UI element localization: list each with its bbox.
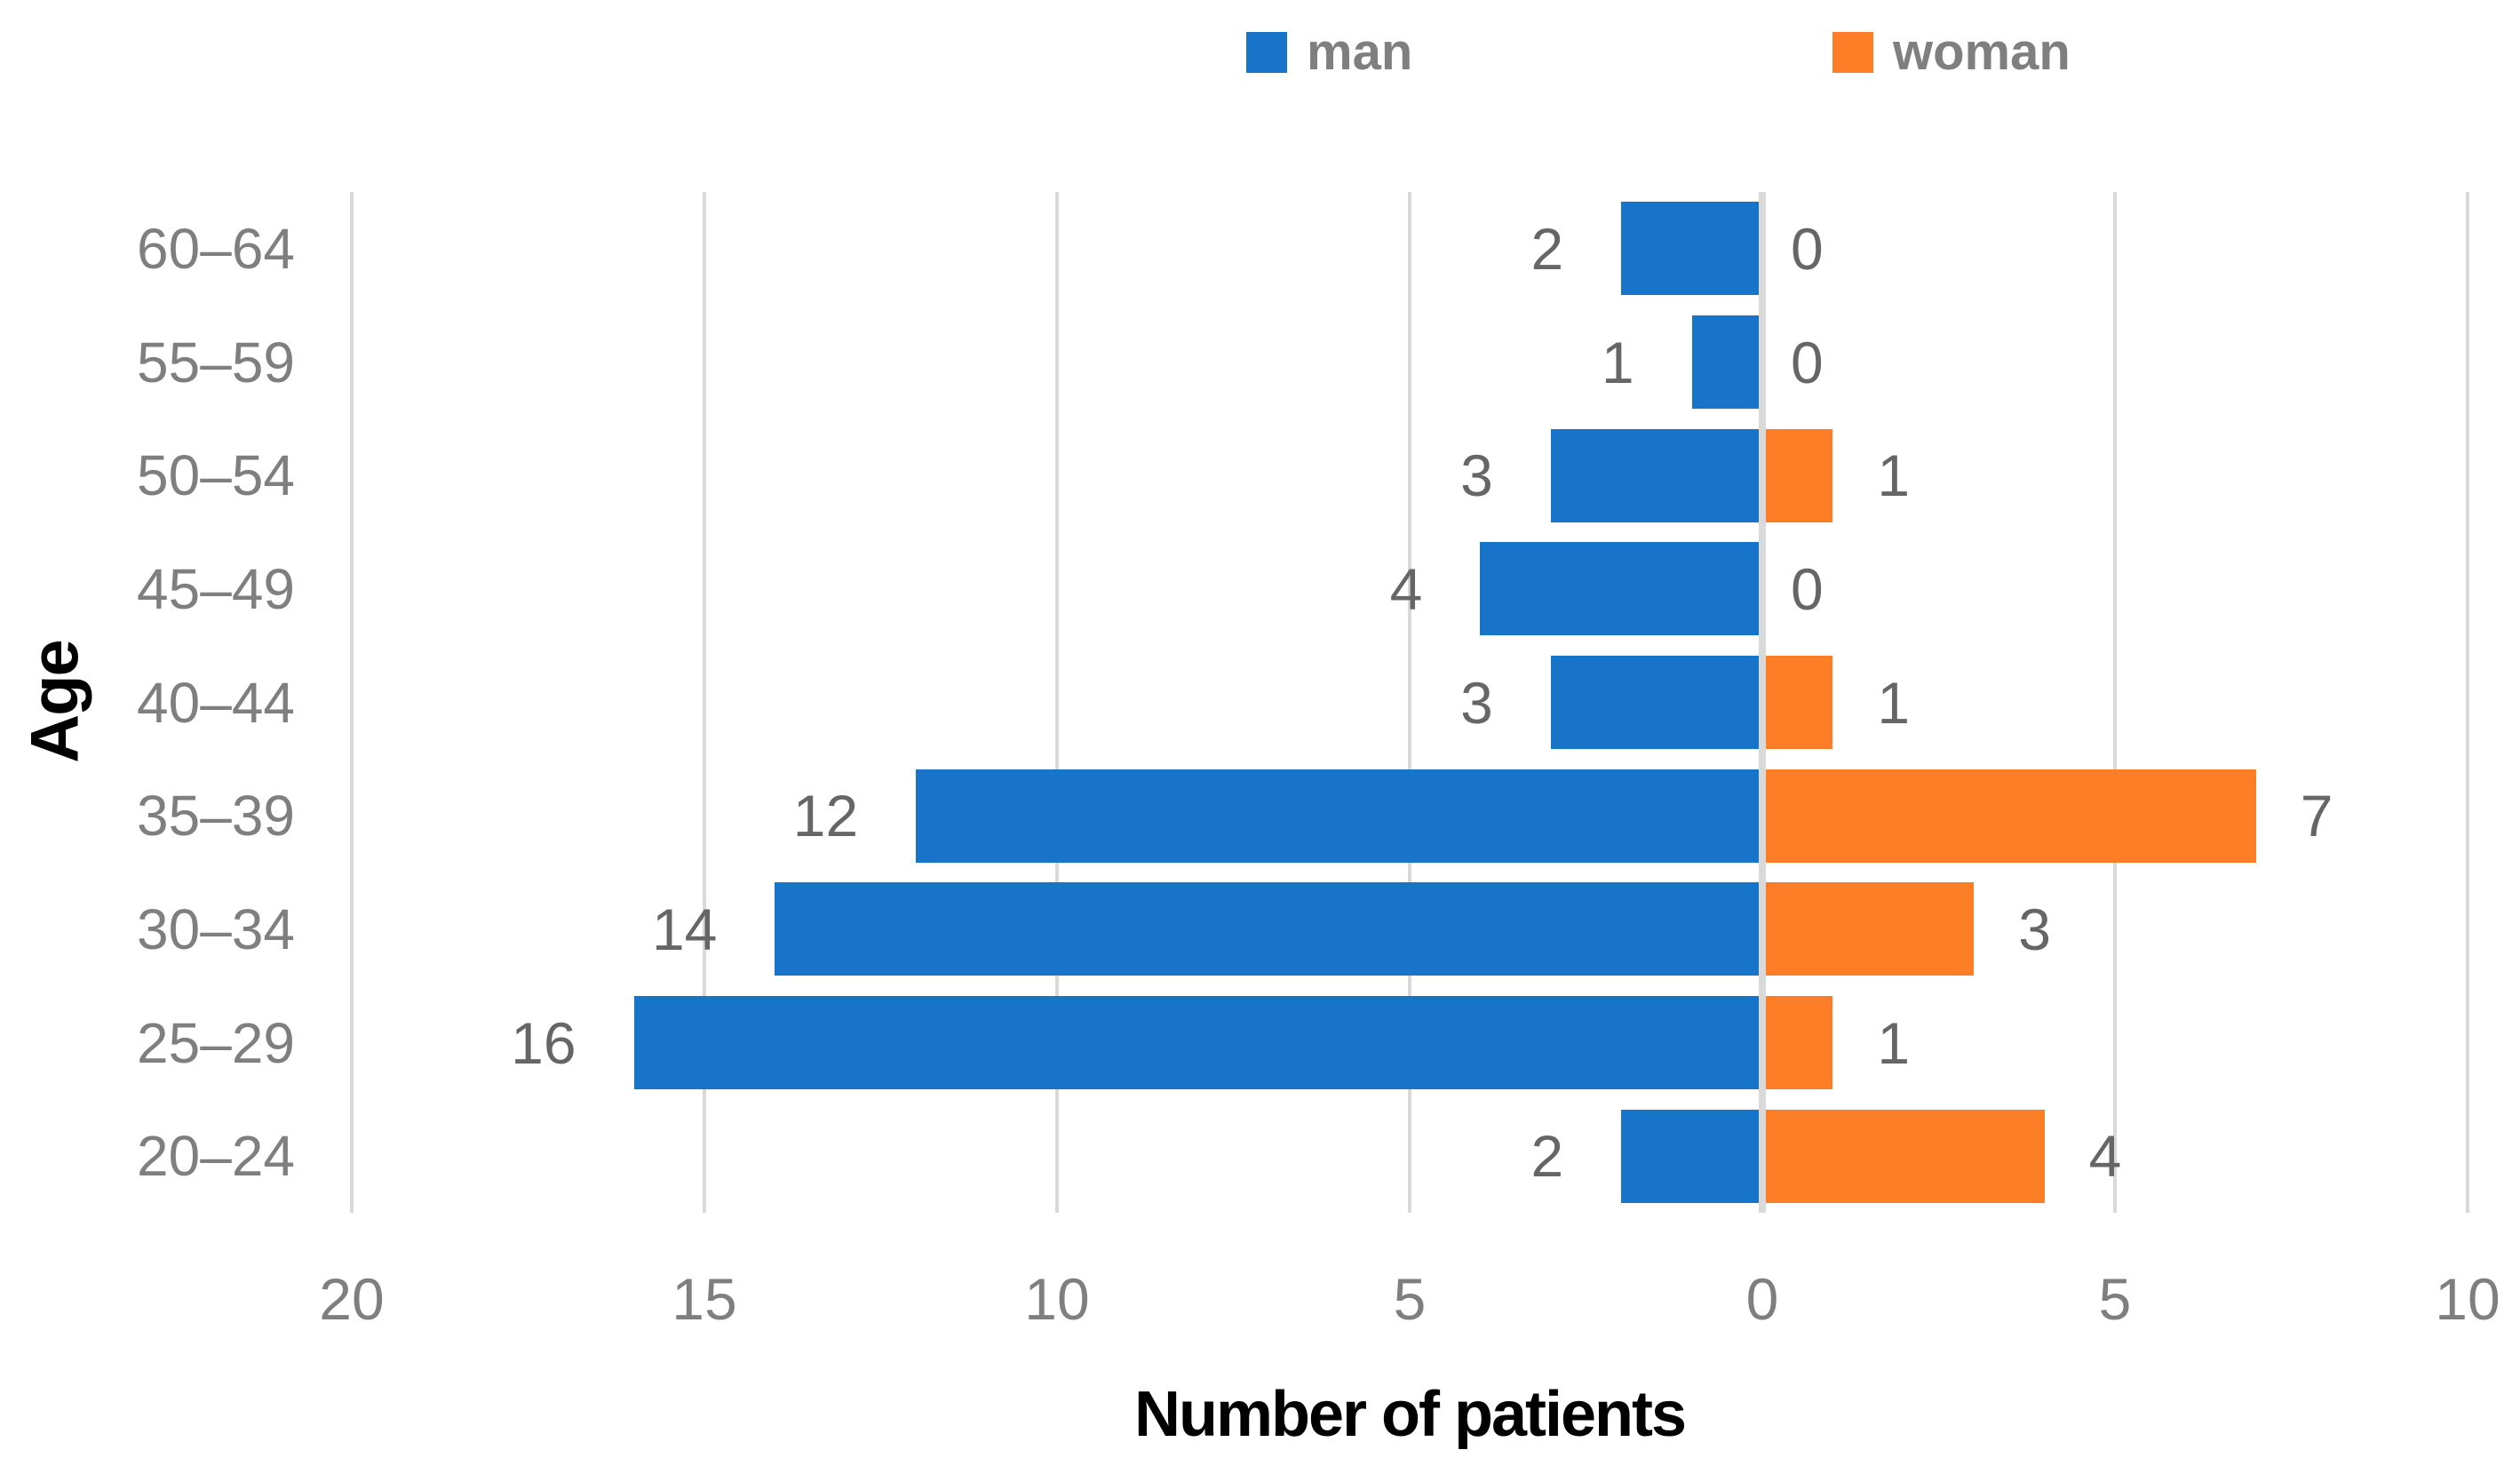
data-label-man-45-49: 4 bbox=[1389, 555, 1423, 622]
bar-man-30-34 bbox=[775, 882, 1762, 976]
y-tick-label-40-44: 40–44 bbox=[137, 670, 295, 735]
data-label-woman-50-54: 1 bbox=[1877, 442, 1911, 509]
x-tick-label: 0 bbox=[1745, 1266, 1779, 1332]
zero-gridline bbox=[1759, 192, 1766, 1213]
data-label-man-40-44: 3 bbox=[1460, 669, 1493, 736]
y-tick-label-35-39: 35–39 bbox=[137, 784, 295, 849]
legend-label-man: man bbox=[1307, 23, 1413, 81]
bar-man-25-29 bbox=[633, 996, 1762, 1089]
data-label-man-30-34: 14 bbox=[651, 896, 718, 962]
x-tick-label: 20 bbox=[319, 1266, 385, 1332]
bar-man-35-39 bbox=[916, 769, 1762, 863]
data-label-man-20-24: 2 bbox=[1530, 1123, 1564, 1190]
legend-item-woman: woman bbox=[1832, 25, 2071, 80]
bar-woman-40-44 bbox=[1762, 656, 1833, 749]
data-label-man-35-39: 12 bbox=[792, 783, 859, 849]
data-label-man-60-64: 2 bbox=[1530, 215, 1564, 282]
gridline bbox=[703, 192, 706, 1213]
data-label-man-55-59: 1 bbox=[1601, 329, 1634, 395]
data-label-woman-40-44: 1 bbox=[1877, 669, 1911, 736]
data-label-woman-45-49: 0 bbox=[1791, 555, 1824, 622]
data-label-woman-20-24: 4 bbox=[2088, 1123, 2122, 1190]
data-label-woman-30-34: 3 bbox=[2018, 896, 2051, 962]
gridline bbox=[350, 192, 354, 1213]
bar-man-20-24 bbox=[1621, 1109, 1762, 1203]
bar-man-45-49 bbox=[1480, 542, 1762, 636]
y-tick-label-25-29: 25–29 bbox=[137, 1010, 295, 1075]
legend-label-woman: woman bbox=[1893, 23, 2071, 81]
legend-swatch-woman-icon bbox=[1832, 32, 1873, 73]
data-label-woman-35-39: 7 bbox=[2300, 783, 2333, 849]
y-tick-label-60-64: 60–64 bbox=[137, 216, 295, 281]
legend-swatch-man-icon bbox=[1246, 32, 1287, 73]
data-label-man-25-29: 16 bbox=[511, 1009, 576, 1076]
data-label-man-50-54: 3 bbox=[1460, 442, 1493, 509]
bar-man-50-54 bbox=[1550, 428, 1762, 522]
legend-item-man: man bbox=[1246, 25, 1412, 80]
gridline bbox=[1408, 192, 1411, 1213]
y-tick-label-30-34: 30–34 bbox=[137, 896, 295, 961]
data-label-woman-60-64: 0 bbox=[1791, 215, 1824, 282]
y-tick-label-50-54: 50–54 bbox=[137, 443, 295, 508]
gridline bbox=[2113, 192, 2117, 1213]
y-tick-label-20-24: 20–24 bbox=[137, 1124, 295, 1189]
bar-woman-25-29 bbox=[1762, 996, 1833, 1089]
bar-woman-35-39 bbox=[1762, 769, 2256, 863]
x-tick-label: 10 bbox=[2435, 1266, 2500, 1332]
bar-woman-50-54 bbox=[1762, 428, 1833, 522]
data-label-woman-25-29: 1 bbox=[1877, 1009, 1911, 1076]
x-tick-label: 10 bbox=[1024, 1266, 1090, 1332]
x-tick-label: 5 bbox=[2098, 1266, 2132, 1332]
x-axis-title: Number of patients bbox=[1133, 1379, 1687, 1450]
data-label-woman-55-59: 0 bbox=[1791, 329, 1824, 395]
bar-woman-20-24 bbox=[1762, 1109, 2045, 1203]
bar-man-60-64 bbox=[1621, 202, 1762, 296]
bar-woman-30-34 bbox=[1762, 882, 1975, 976]
x-tick-label: 15 bbox=[672, 1266, 737, 1332]
y-tick-label-55-59: 55–59 bbox=[137, 330, 295, 394]
x-tick-label: 5 bbox=[1393, 1266, 1427, 1332]
bar-man-55-59 bbox=[1691, 315, 1762, 409]
y-tick-label-45-49: 45–49 bbox=[137, 556, 295, 621]
bar-man-40-44 bbox=[1550, 656, 1762, 749]
gridline bbox=[1055, 192, 1059, 1213]
gridline bbox=[2466, 192, 2469, 1213]
